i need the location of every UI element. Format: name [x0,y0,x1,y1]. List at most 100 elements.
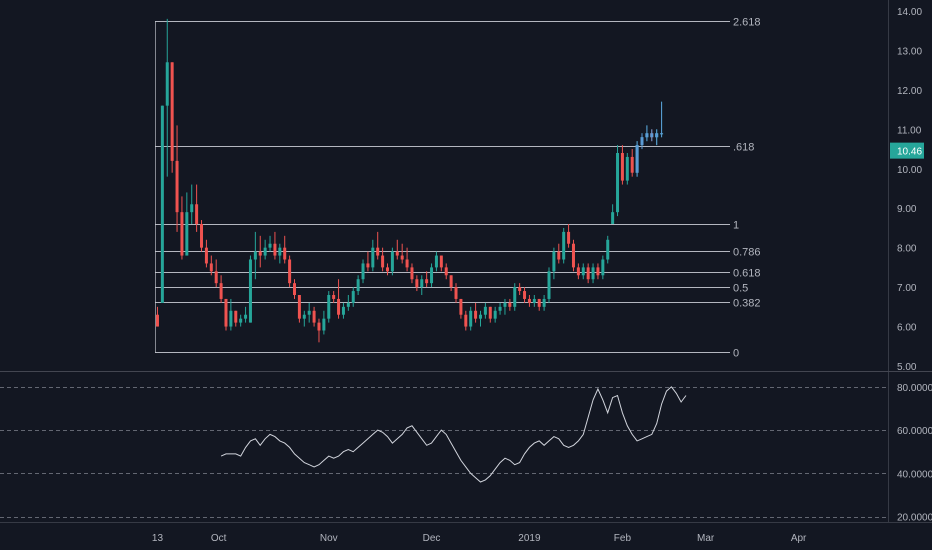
last-price-label: 10.46 [897,147,922,158]
candle-body [351,291,355,303]
oscillator-tick-label: 20.0000 [897,513,932,524]
candle-body [341,306,345,315]
candle-body [483,306,487,315]
candle-body [332,295,336,299]
candle-body [606,239,610,260]
candle-body [449,275,453,288]
candle-body [513,287,517,307]
candle-body [630,156,634,173]
last-price-badge [890,142,924,159]
candle-body [650,133,654,138]
recent-candles-highlight [635,101,664,177]
price-tick-label: 7.00 [897,283,917,294]
candle-body [410,267,414,280]
candle-body [532,298,536,303]
candle-body [469,310,473,327]
price-tick-label: 12.00 [897,86,922,97]
candle-body [214,271,218,284]
fib-level-label: 0.5 [733,283,748,295]
candle-body [527,298,531,303]
candle-body [258,251,262,256]
candle-body [434,255,438,268]
candle-body [175,160,179,213]
candle-body [567,231,571,244]
candle-body [591,267,595,280]
candle-body [562,231,566,260]
oscillator: 80.0000 60.0000 40.0000 20.0000 [0,383,932,524]
candle-body [376,247,380,256]
candle-body [601,259,605,276]
candle-body [552,251,556,272]
candle-body [278,247,282,256]
candle-body [635,145,639,173]
candle-body [263,247,267,256]
fib-level-label: 1 [733,220,739,232]
candle-body [400,255,404,260]
candle-body [660,133,664,135]
candle-body [327,295,331,319]
oscillator-tick-label: 60.0000 [897,426,932,437]
candle-body [224,298,228,327]
candle-body [293,283,297,295]
candle-body [288,259,292,284]
candle-body [581,267,585,276]
candle-body [219,283,223,299]
candle-body [537,298,541,307]
time-tick-label: Oct [211,533,227,544]
price-tick-label: 14.00 [897,7,922,18]
candle-body [381,255,385,268]
candle-body [625,156,629,181]
candle-body [547,271,551,299]
candle-body [576,267,580,276]
candle-body [366,263,370,268]
candle-body [204,247,208,264]
candle-body [645,133,649,138]
candle-body [464,314,468,327]
candle-body [244,314,248,319]
price-tick-label: 11.00 [897,125,922,136]
candle-body [322,318,326,331]
candle-body [361,263,365,280]
candle-body [478,314,482,319]
candle-body [180,212,184,256]
candle-body [273,243,277,256]
candle-body [307,310,311,315]
candle-body [337,298,341,315]
candle-body [283,247,287,260]
candle-body [239,318,243,323]
time-tick-label: 13 [152,533,164,544]
candle-body [268,243,272,248]
fib-level-label: 2.618 [733,17,761,29]
candle-body [616,153,620,213]
candle-body [415,279,419,288]
candle-body [596,267,600,276]
candle-body [542,298,546,307]
candle-body [518,287,522,292]
candle-body [454,287,458,299]
oscillator-line [220,386,687,483]
fib-level-label: 0 [733,348,739,360]
price-axis: 14.00 13.00 12.00 11.00 10.00 9.00 8.00 7.00 6.0… [890,7,924,373]
candle-body [385,267,389,272]
candle-body [395,251,399,256]
candle-body [430,267,434,284]
time-tick-label: Feb [614,533,632,544]
candle-body [371,247,375,268]
candle-body [498,306,502,311]
candle-body [586,267,590,280]
candle-body [508,302,512,307]
fib-level-label: 0.786 [733,247,761,259]
oscillator-tick-label: 80.0000 [897,383,932,394]
oscillator-tick-label: 40.0000 [897,469,932,480]
candle-body [390,251,394,272]
candle-body [248,259,252,323]
candle-body [160,105,164,303]
candle-body [346,302,350,307]
candle-body [523,291,527,299]
candle-body [620,153,624,181]
candle-body [312,310,316,323]
candle-body [474,310,478,319]
candle-body [229,310,233,327]
candle-body [165,62,169,106]
candle-body [234,310,238,323]
